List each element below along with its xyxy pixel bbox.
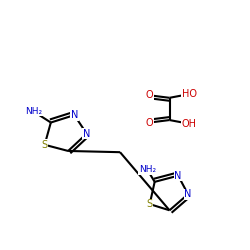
Text: S: S <box>147 199 153 209</box>
Text: N: N <box>174 171 182 181</box>
Text: S: S <box>42 140 48 150</box>
Text: OH: OH <box>182 119 197 129</box>
Text: O: O <box>146 118 154 128</box>
Text: NH₂: NH₂ <box>139 165 156 174</box>
Text: N: N <box>83 129 90 139</box>
Text: N: N <box>184 189 192 199</box>
Text: NH₂: NH₂ <box>25 107 42 116</box>
Text: O: O <box>146 90 154 100</box>
Text: N: N <box>71 110 78 120</box>
Text: HO: HO <box>182 89 197 99</box>
